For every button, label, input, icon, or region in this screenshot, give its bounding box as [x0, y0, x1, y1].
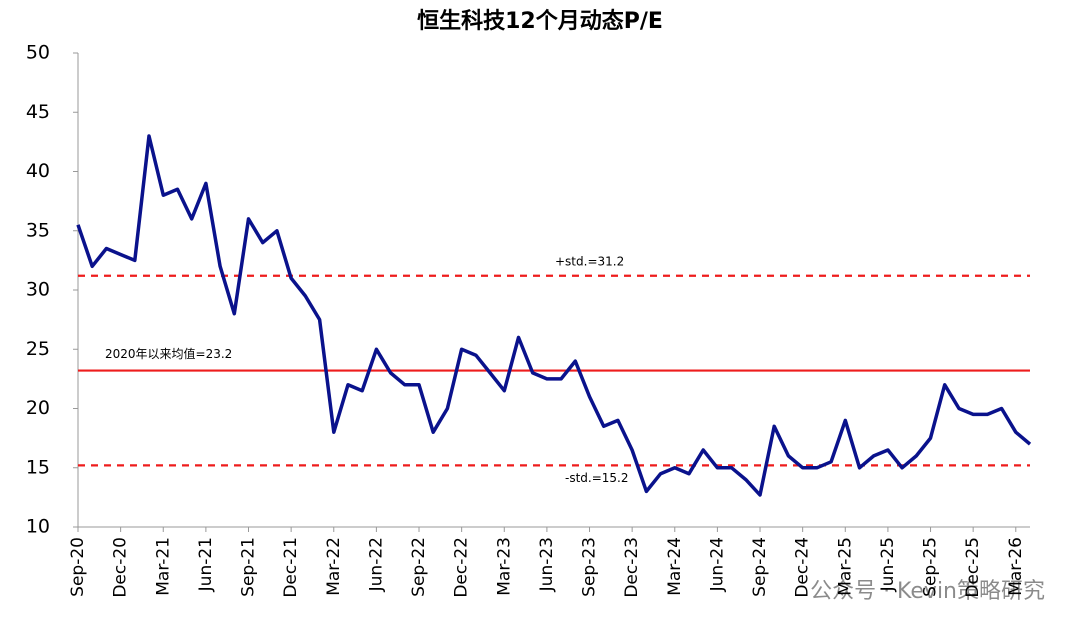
y-tick-label: 35	[26, 219, 50, 241]
x-tick-label: Mar-22	[324, 537, 344, 596]
reference-label: +std.=31.2	[555, 254, 624, 268]
x-tick-label: Mar-26	[1006, 537, 1026, 596]
x-tick-label: Jun-23	[537, 537, 557, 592]
x-tick-label: Mar-23	[494, 537, 514, 596]
reference-label: 2020年以来均值=23.2	[105, 346, 232, 361]
watermark: 公众号 · Kevin策略研究	[810, 579, 1045, 604]
x-tick-label: Dec-23	[622, 537, 642, 598]
x-tick-label: Jun-24	[707, 537, 727, 592]
x-tick-label: Dec-20	[111, 537, 131, 598]
x-tick-label: Dec-21	[281, 537, 301, 598]
x-tick-label: Mar-25	[835, 537, 855, 596]
x-tick-label: Dec-25	[963, 537, 983, 598]
x-tick-label: Dec-22	[452, 537, 472, 598]
x-tick-label: Jun-25	[878, 537, 898, 592]
y-tick-label: 50	[26, 42, 50, 64]
x-tick-label: Sep-21	[239, 537, 259, 597]
chart-title: 恒生科技12个月动态P/E	[417, 8, 663, 34]
series-line	[76, 134, 1032, 497]
x-tick-label: Jun-21	[196, 537, 216, 592]
x-tick-label: Mar-24	[665, 537, 685, 596]
x-tick-label: Sep-22	[409, 537, 429, 597]
reference-label: -std.=15.2	[565, 471, 629, 485]
y-tick-label: 15	[26, 456, 50, 478]
x-tick-label: Jun-22	[366, 537, 386, 592]
x-tick-label: Mar-21	[153, 537, 173, 596]
y-tick-label: 30	[26, 279, 50, 301]
y-tick-label: 20	[26, 397, 50, 419]
y-tick-label: 45	[26, 101, 50, 123]
x-tick-label: Sep-23	[580, 537, 600, 597]
x-tick-label: Sep-24	[750, 537, 770, 597]
y-tick-label: 25	[26, 338, 50, 360]
x-tick-label: Sep-25	[921, 537, 941, 597]
x-tick-label: Sep-20	[68, 537, 88, 597]
y-tick-label: 10	[26, 516, 50, 538]
x-tick-label: Dec-24	[793, 537, 813, 598]
y-tick-label: 40	[26, 160, 50, 182]
